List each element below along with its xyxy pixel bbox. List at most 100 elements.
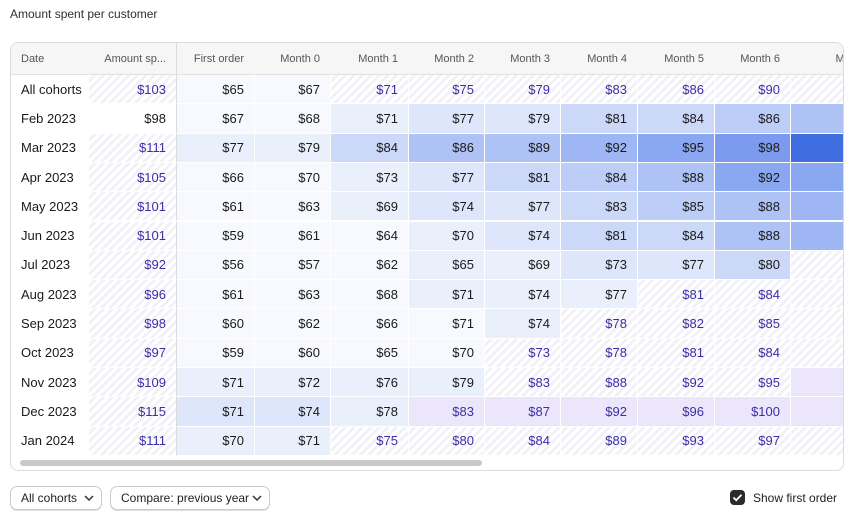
column-header[interactable]: Month 4 [561, 43, 638, 75]
column-header[interactable]: Month 0 [255, 43, 331, 75]
table-cell: $61 [177, 280, 255, 310]
table-cell: $74 [409, 192, 485, 222]
table-cell: $77 [409, 104, 485, 134]
table-cell: $ [791, 309, 843, 339]
column-header[interactable]: Month 1 [331, 43, 409, 75]
column-header[interactable]: Month 3 [485, 43, 561, 75]
table-cell: $79 [409, 368, 485, 398]
column-header[interactable]: Month 6 [715, 43, 791, 75]
table-cell: $ [791, 426, 843, 456]
table-cell: $89 [485, 133, 561, 163]
title: Amount spent per customer [10, 7, 158, 21]
compare-dropdown[interactable]: Compare: previous year [110, 486, 270, 510]
table-cell: $84 [638, 104, 715, 134]
table-cell: $74 [485, 309, 561, 339]
table-cell: $81 [638, 338, 715, 368]
table-cell: $57 [255, 250, 331, 281]
table-cell: $71 [177, 397, 255, 427]
table-cell: $62 [255, 309, 331, 339]
table-cell: $67 [255, 75, 331, 105]
table-cell: $62 [331, 250, 409, 281]
table-cell: $ [791, 192, 843, 222]
column-header[interactable]: First order [177, 43, 255, 75]
table-cell: $83 [561, 75, 638, 105]
table-cell: $85 [638, 192, 715, 222]
table-cell: $89 [561, 426, 638, 456]
table-cell: $ [791, 104, 843, 134]
row-label: Oct 2023 [11, 338, 89, 368]
table-cell: $92 [561, 397, 638, 427]
table-cell: $61 [255, 221, 331, 251]
table-cell: $82 [638, 309, 715, 339]
table-cell: $88 [715, 221, 791, 251]
table-cell: $71 [255, 426, 331, 456]
table-cell: $75 [331, 426, 409, 456]
table-cell: $67 [177, 104, 255, 134]
table-cell: $70 [177, 426, 255, 456]
table-cell: $103 [89, 75, 177, 105]
table-cell: $ [791, 368, 843, 398]
table-cell: $60 [177, 309, 255, 339]
table-cell: $77 [561, 280, 638, 310]
table-cell: $78 [561, 309, 638, 339]
table-cell: $79 [485, 75, 561, 105]
row-label: May 2023 [11, 192, 89, 222]
table-cell: $ [791, 75, 843, 105]
column-header[interactable]: Amount sp... [89, 43, 177, 75]
scrollbar[interactable] [20, 460, 482, 466]
row-label: Sep 2023 [11, 309, 89, 339]
table-cell: $73 [485, 338, 561, 368]
table-cell: $88 [561, 368, 638, 398]
cohort-dropdown[interactable]: All cohorts [10, 486, 102, 510]
table-cell: $ [791, 133, 843, 163]
table-cell: $66 [177, 162, 255, 193]
column-header[interactable]: Date [11, 43, 89, 75]
table-cell: $111 [89, 426, 177, 456]
table-cell: $65 [331, 338, 409, 368]
chevron [84, 495, 94, 502]
table-cell: $87 [485, 397, 561, 427]
dropdown-label: All cohorts [21, 491, 78, 505]
table-cell: $96 [89, 280, 177, 310]
table-cell: $109 [89, 368, 177, 398]
row-label: Nov 2023 [11, 368, 89, 398]
checkbox-label[interactable]: Show first order [753, 491, 838, 505]
table-cell: $ [791, 338, 843, 368]
table-cell: $71 [409, 280, 485, 310]
row-label: All cohorts [11, 75, 89, 105]
table-cell: $92 [561, 133, 638, 163]
column-header[interactable]: Month 2 [409, 43, 485, 75]
table-cell: $65 [409, 250, 485, 281]
table-cell: $98 [89, 104, 177, 134]
table-cell: $69 [331, 192, 409, 222]
table-cell: $61 [177, 192, 255, 222]
table-cell: $ [791, 162, 843, 193]
table-cell: $81 [485, 162, 561, 193]
row-label: Jun 2023 [11, 221, 89, 251]
row-label: Dec 2023 [11, 397, 89, 427]
column-header[interactable]: Month 5 [638, 43, 715, 75]
table-cell: $71 [331, 75, 409, 105]
table-cell: $86 [715, 104, 791, 134]
table-cell: $84 [715, 280, 791, 310]
column-header[interactable]: Mont [791, 43, 843, 75]
checkmark [732, 494, 743, 502]
table-cell: $100 [715, 397, 791, 427]
table-cell: $86 [638, 75, 715, 105]
table-cell: $111 [89, 133, 177, 163]
table-cell: $98 [715, 133, 791, 163]
table-cell: $68 [255, 104, 331, 134]
table-cell: $92 [715, 162, 791, 193]
table-cell: $70 [255, 162, 331, 193]
table-cell: $59 [177, 338, 255, 368]
table-cell: $97 [715, 426, 791, 456]
table-cell: $77 [485, 192, 561, 222]
table-cell: $92 [89, 250, 177, 281]
cohort-table: Date Amount sp... First order Month 0 Month … [10, 42, 844, 471]
table-cell: $77 [177, 133, 255, 163]
table-cell: $85 [715, 309, 791, 339]
table-cell: $56 [177, 250, 255, 281]
checkbox[interactable] [730, 490, 745, 505]
table-cell: $70 [409, 221, 485, 251]
